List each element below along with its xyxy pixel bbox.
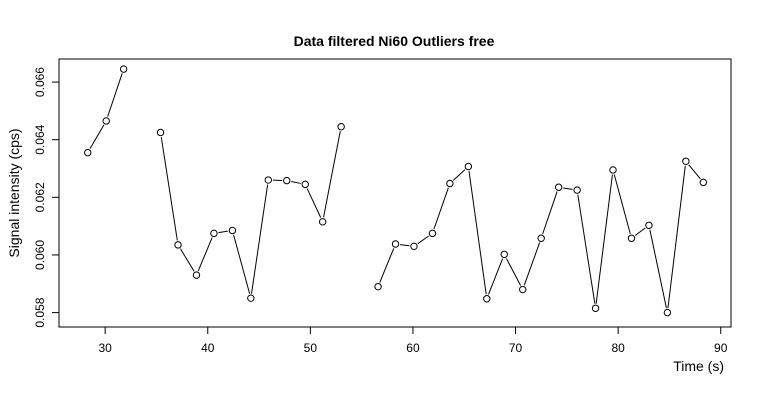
x-tick-label: 40 [201, 341, 215, 355]
y-axis: 0.058 0.060 0.062 0.064 0.066 [33, 67, 60, 328]
data-point [627, 234, 636, 242]
y-tick-label: 0.062 [33, 182, 47, 212]
data-point [228, 226, 237, 235]
data-point [318, 218, 327, 226]
data-point [483, 295, 491, 303]
plot-frame [58, 58, 732, 328]
x-tick-label: 50 [304, 341, 318, 355]
series-line-segment [197, 237, 213, 272]
series-line-segment [595, 174, 613, 304]
series-lines [89, 73, 701, 309]
series-line-segment [179, 248, 195, 272]
data-point [519, 285, 527, 294]
data-point [264, 176, 272, 184]
data-point [283, 176, 291, 185]
data-point [645, 221, 653, 229]
series-line-segment [634, 227, 646, 236]
data-point [391, 240, 400, 248]
series-line-segment [488, 258, 504, 295]
x-tick-label: 90 [714, 341, 728, 355]
series-line-segment [89, 124, 105, 149]
data-point [84, 148, 92, 157]
series-line-segment [613, 174, 631, 234]
series-line-segment [379, 248, 395, 283]
x-tick-label: 30 [98, 341, 112, 355]
series-line-segment [417, 235, 429, 245]
data-point [446, 179, 454, 188]
series-line-segment [649, 229, 667, 309]
series-line-segment [688, 164, 701, 180]
series-line-segment [542, 191, 558, 235]
y-axis-label: Signal intensity (cps) [6, 128, 22, 257]
data-point [663, 308, 672, 317]
data-point [210, 229, 218, 238]
data-point [301, 180, 309, 189]
data-point [464, 162, 473, 171]
data-point [119, 65, 128, 73]
data-point [374, 282, 382, 291]
series-line-segment [667, 165, 686, 309]
data-point [174, 241, 182, 249]
data-point [337, 123, 345, 131]
data-point [554, 183, 563, 191]
y-tick-label: 0.060 [33, 240, 47, 270]
chart-title: Data filtered Ni60 Outliers free [294, 33, 495, 49]
series-line-segment [400, 244, 410, 247]
series-line-segment [306, 188, 322, 218]
data-point [156, 128, 165, 137]
x-axis: 30 40 50 60 70 80 90 [98, 326, 728, 355]
series-line-segment [468, 170, 487, 295]
data-point [537, 234, 545, 242]
data-point [192, 271, 201, 279]
series-line-segment [523, 242, 541, 286]
data-point [102, 117, 110, 125]
x-tick-label: 60 [406, 341, 420, 355]
series-line-segment [505, 258, 522, 286]
data-point [500, 250, 508, 259]
series-line-segment [218, 230, 228, 234]
data-point [591, 304, 600, 312]
data-point [609, 166, 617, 174]
series-line-segment [251, 184, 269, 294]
data-point [428, 229, 437, 238]
series-line-segment [107, 73, 123, 117]
data-point [410, 242, 418, 251]
y-tick-label: 0.064 [33, 124, 47, 154]
data-point [699, 178, 707, 187]
series-line-segment [563, 187, 573, 190]
series-line-segment [452, 169, 466, 181]
series-points [84, 65, 707, 317]
x-tick-label: 70 [509, 341, 523, 355]
series-line-segment [577, 194, 596, 304]
y-tick-label: 0.058 [33, 297, 47, 327]
series-line-segment [433, 187, 449, 230]
data-point [573, 186, 581, 194]
series-line-segment [323, 131, 341, 218]
x-axis-label: Time (s) [673, 358, 724, 374]
series-line-segment [291, 181, 301, 184]
y-tick-label: 0.066 [33, 67, 47, 97]
data-point [682, 157, 690, 166]
x-tick-label: 80 [611, 341, 625, 355]
data-point [247, 294, 255, 302]
series-line-segment [233, 234, 251, 294]
series-line-segment [160, 136, 178, 241]
